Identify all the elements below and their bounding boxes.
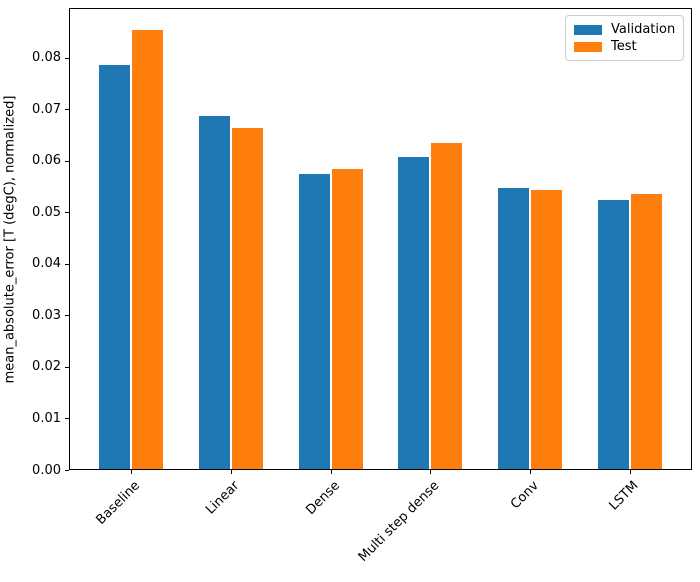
y-tick-mark xyxy=(65,57,69,59)
x-tick-label: LSTM xyxy=(606,478,643,514)
y-tick-mark xyxy=(65,315,69,317)
x-tick-label: Baseline xyxy=(93,478,143,528)
legend-swatch-test xyxy=(574,41,602,52)
x-tick-mark xyxy=(630,470,632,474)
x-tick-mark xyxy=(330,470,332,474)
bar-validation-conv xyxy=(498,188,530,469)
y-tick-label: 0.03 xyxy=(32,307,61,323)
bar-test-conv xyxy=(531,189,563,469)
bar-validation-lstm xyxy=(598,199,630,469)
y-tick-label: 0.08 xyxy=(32,50,61,66)
bar-validation-dense xyxy=(298,173,330,469)
y-tick-label: 0.05 xyxy=(32,204,61,220)
legend-swatch-validation xyxy=(574,24,602,35)
y-tick-mark xyxy=(65,160,69,162)
bar-validation-multi-step-dense xyxy=(398,157,430,469)
bar-validation-linear xyxy=(198,115,230,469)
x-tick-label: Conv xyxy=(508,478,543,513)
y-tick-label: 0.07 xyxy=(32,101,61,117)
y-tick-mark xyxy=(65,418,69,420)
y-tick-label: 0.06 xyxy=(32,153,61,169)
x-tick-mark xyxy=(130,470,132,474)
y-tick-label: 0.04 xyxy=(32,256,61,272)
bar-test-lstm xyxy=(631,193,663,469)
bar-test-baseline xyxy=(131,30,163,469)
plot-area xyxy=(69,8,692,470)
bar-test-linear xyxy=(231,127,263,469)
y-tick-label: 0.02 xyxy=(32,359,61,375)
x-tick-label: Dense xyxy=(302,478,343,518)
legend-label: Validation xyxy=(611,22,676,37)
bar-test-multi-step-dense xyxy=(431,142,463,469)
x-tick-label: Linear xyxy=(203,478,243,518)
y-tick-label: 0.00 xyxy=(32,462,61,478)
x-tick-mark xyxy=(430,470,432,474)
y-tick-mark xyxy=(65,366,69,368)
y-tick-mark xyxy=(65,263,69,265)
y-tick-mark xyxy=(65,212,69,214)
y-axis-label: mean_absolute_error [T (degC), normalize… xyxy=(2,95,18,384)
legend-item-test: Test xyxy=(574,38,675,55)
y-tick-label: 0.01 xyxy=(32,410,61,426)
bar-validation-baseline xyxy=(98,64,130,469)
legend-item-validation: Validation xyxy=(574,21,675,38)
x-tick-mark xyxy=(230,470,232,474)
legend: Validation Test xyxy=(565,15,685,61)
x-tick-mark xyxy=(530,470,532,474)
legend-label: Test xyxy=(611,39,637,54)
x-tick-label: Multi step dense xyxy=(355,478,443,565)
y-tick-mark xyxy=(65,109,69,111)
bar-test-dense xyxy=(331,168,363,469)
y-tick-mark xyxy=(65,470,69,471)
